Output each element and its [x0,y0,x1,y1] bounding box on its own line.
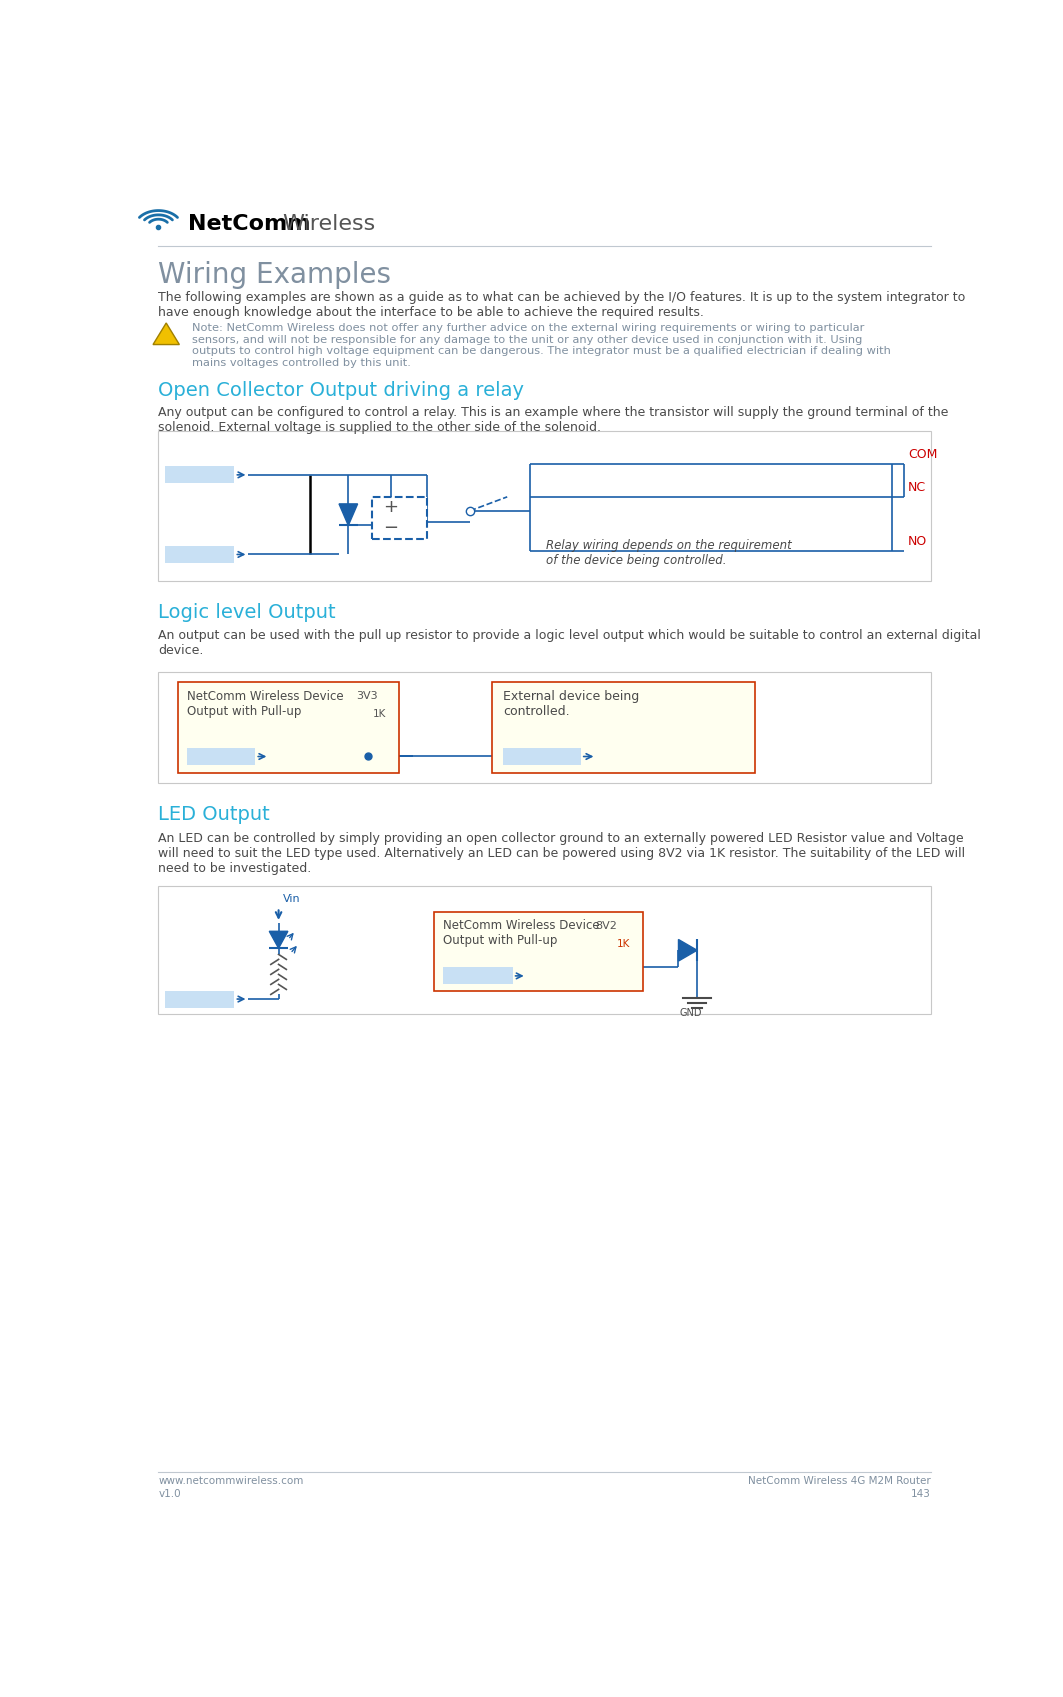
Text: LED Output: LED Output [158,804,270,825]
Text: Any output can be configured to control a relay. This is an example where the tr: Any output can be configured to control … [158,406,949,434]
Text: External device being
controlled.: External device being controlled. [503,689,640,718]
Text: NC: NC [908,480,926,494]
FancyBboxPatch shape [372,497,427,540]
Text: Wireless: Wireless [283,214,375,234]
Polygon shape [153,322,180,344]
Text: An output can be used with the pull up resistor to provide a logic level output : An output can be used with the pull up r… [158,630,981,657]
FancyBboxPatch shape [178,682,399,774]
Text: COM: COM [908,448,938,462]
Text: Relay wiring depends on the requirement
of the device being controlled.: Relay wiring depends on the requirement … [546,540,792,567]
Polygon shape [678,940,697,961]
FancyBboxPatch shape [503,748,580,765]
Text: NetComm Wireless Device
Output with Pull-up: NetComm Wireless Device Output with Pull… [187,689,343,718]
Text: NO: NO [908,535,927,548]
Text: Note: NetComm Wireless does not offer any further advice on the external wiring : Note: NetComm Wireless does not offer an… [191,322,891,368]
Text: Output: Output [180,550,219,560]
Text: The following examples are shown as a guide as to what can be achieved by the I/: The following examples are shown as a gu… [158,290,965,319]
Text: 1K: 1K [372,709,386,720]
Text: Digital Input: Digital Input [508,752,576,762]
Text: 1K: 1K [617,938,630,949]
FancyBboxPatch shape [492,682,755,774]
FancyBboxPatch shape [165,467,235,484]
Text: www.netcommwireless.com: www.netcommwireless.com [158,1476,304,1487]
Text: GND: GND [679,1008,703,1018]
Text: NetComm Wireless 4G M2M Router: NetComm Wireless 4G M2M Router [748,1476,931,1487]
FancyBboxPatch shape [158,672,931,784]
Text: Vin: Vin [283,894,300,903]
Text: An LED can be controlled by simply providing an open collector ground to an exte: An LED can be controlled by simply provi… [158,832,965,876]
Polygon shape [339,504,357,526]
Text: NetComm: NetComm [188,214,310,234]
FancyBboxPatch shape [187,748,255,765]
FancyBboxPatch shape [158,886,931,1015]
Text: 8V2: 8V2 [595,921,617,932]
Text: Output: Output [202,752,240,762]
Text: Open Collector Output driving a relay: Open Collector Output driving a relay [158,380,524,400]
Polygon shape [269,932,288,949]
Text: −: − [384,519,399,538]
FancyBboxPatch shape [165,991,235,1008]
Text: Output: Output [458,971,497,981]
Text: Wiring Examples: Wiring Examples [158,261,391,290]
Text: Output: Output [180,994,219,1005]
FancyBboxPatch shape [165,546,235,563]
Text: !: ! [163,331,170,346]
Text: v1.0: v1.0 [158,1488,181,1498]
Text: Vin: Vin [190,470,208,480]
Text: +: + [384,499,399,516]
Text: Logic level Output: Logic level Output [158,602,336,621]
Text: 143: 143 [911,1488,931,1498]
FancyBboxPatch shape [443,967,512,984]
FancyBboxPatch shape [434,911,643,991]
FancyBboxPatch shape [158,431,931,580]
Text: NetComm Wireless Device
Output with Pull-up: NetComm Wireless Device Output with Pull… [443,920,600,947]
Text: 3V3: 3V3 [356,691,377,701]
